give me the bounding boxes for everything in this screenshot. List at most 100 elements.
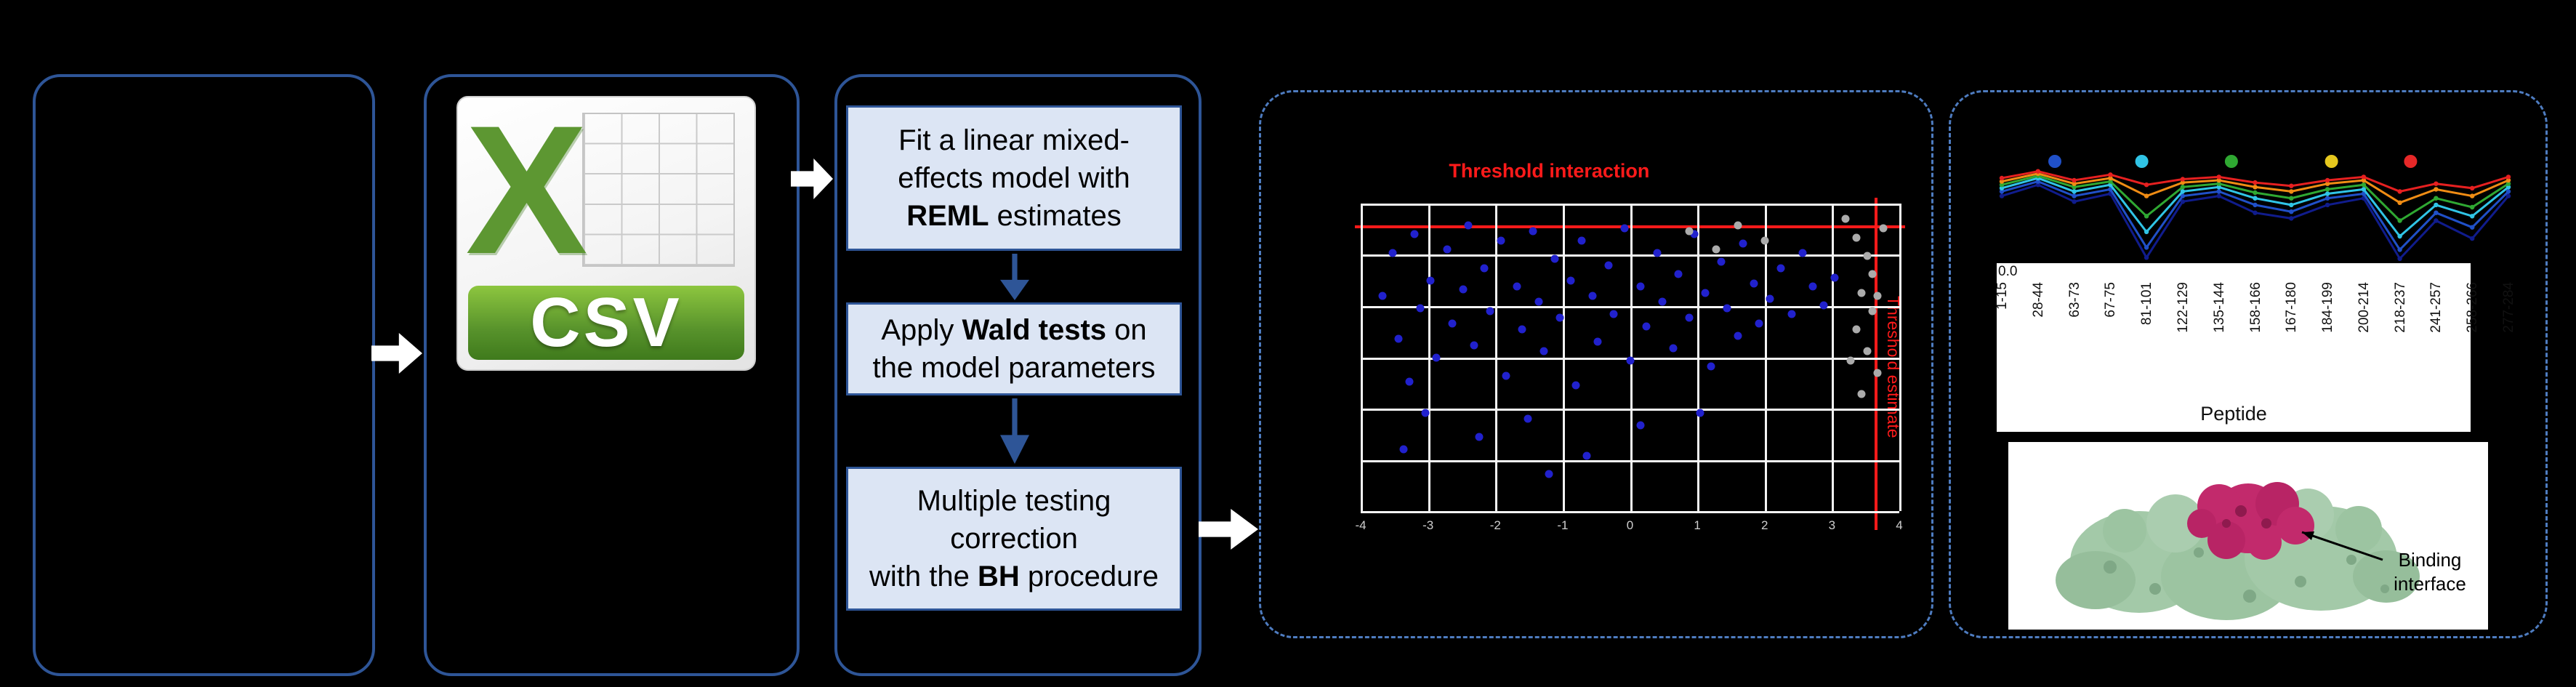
scatter-point-blue xyxy=(1459,285,1468,294)
scatter-x-tick: -3 xyxy=(1422,518,1434,532)
scatter-x-tick: -4 xyxy=(1355,518,1367,532)
scatter-point-blue xyxy=(1464,221,1473,230)
threshold-interaction-label: Threshold interaction xyxy=(1449,160,1650,182)
peptide-tick-label: 122-129 xyxy=(2175,282,2191,333)
scatter-point-blue xyxy=(1739,239,1747,248)
scatter-point-blue xyxy=(1696,409,1704,417)
scatter-point-blue xyxy=(1717,257,1726,266)
scatter-point-blue xyxy=(1448,319,1457,328)
scatter-point-gray xyxy=(1868,307,1877,316)
scatter-point-blue xyxy=(1405,377,1414,386)
scatter-point-blue xyxy=(1674,270,1683,278)
scatter-point-blue xyxy=(1755,319,1763,328)
scatter-point-blue xyxy=(1653,249,1662,257)
scatter-point-blue xyxy=(1571,381,1580,390)
scatter-point-blue xyxy=(1426,276,1435,285)
scatter-point-gray xyxy=(1868,270,1877,278)
scatter-point-gray xyxy=(1734,221,1742,230)
scatter-x-tick: -2 xyxy=(1489,518,1501,532)
scatter-point-gray xyxy=(1852,325,1861,334)
scatter-x-tick: 2 xyxy=(1761,518,1768,532)
scatter-point-blue xyxy=(1545,470,1553,478)
scatter-point-blue xyxy=(1534,297,1543,306)
scatter-point-blue xyxy=(1475,433,1484,441)
scatter-point-blue xyxy=(1808,282,1817,291)
peptide-tick-label: 218-237 xyxy=(2392,282,2408,333)
scatter-point-gray xyxy=(1873,292,1882,300)
legend-dot-icon xyxy=(2135,155,2149,168)
scatter-point-blue xyxy=(1620,224,1629,233)
step-bh-correction: Multiple testing correction with the BH pr… xyxy=(846,467,1182,611)
scatter-point-gray xyxy=(1841,214,1850,223)
scatter-point-blue xyxy=(1529,227,1537,236)
scatter-point-gray xyxy=(1863,347,1872,355)
peptide-tick-label: 67-75 xyxy=(2103,282,2119,318)
scatter-point-blue xyxy=(1518,325,1526,334)
peptide-tick-label: 200-214 xyxy=(2356,282,2372,333)
scatter-point-blue xyxy=(1636,421,1645,430)
scatter-point-gray xyxy=(1852,233,1861,242)
peptide-tick-label: 277-284 xyxy=(2501,282,2516,333)
threshold-scatter-plot: Threshold interaction Threshold estimate… xyxy=(1355,160,1905,532)
scatter-x-tick: 4 xyxy=(1896,518,1903,532)
scatter-point-blue xyxy=(1513,282,1521,291)
scatter-point-gray xyxy=(1857,289,1866,297)
scatter-point-blue xyxy=(1566,276,1575,285)
binding-interface-arrow-icon xyxy=(2301,531,2383,561)
peptide-axis-title: Peptide xyxy=(2200,403,2267,425)
scatter-point-blue xyxy=(1555,313,1564,321)
scatter-point-blue xyxy=(1787,310,1796,318)
scatter-point-blue xyxy=(1486,307,1494,316)
scatter-point-gray xyxy=(1846,356,1855,365)
scatter-point-blue xyxy=(1604,261,1613,270)
scatter-point-blue xyxy=(1421,409,1430,417)
scatter-point-gray xyxy=(1760,236,1769,245)
scatter-point-blue xyxy=(1593,337,1602,346)
scatter-point-blue xyxy=(1399,445,1408,454)
scatter-point-blue xyxy=(1766,294,1774,303)
input-box xyxy=(33,74,375,676)
csv-banner-label: CSV xyxy=(468,284,744,361)
scatter-point-blue xyxy=(1685,313,1694,321)
scatter-point-gray xyxy=(1879,224,1888,233)
arrow-input-to-csv-icon xyxy=(371,333,422,374)
scatter-point-blue xyxy=(1636,282,1645,291)
scatter-point-blue xyxy=(1669,344,1678,353)
scatter-point-blue xyxy=(1690,230,1699,238)
scatter-point-blue xyxy=(1642,322,1651,331)
scatter-point-gray xyxy=(1685,227,1694,236)
scatter-x-tick: 0 xyxy=(1626,518,1634,532)
scatter-point-blue xyxy=(1658,297,1667,306)
scatter-point-blue xyxy=(1524,414,1532,423)
scatter-point-blue xyxy=(1410,230,1419,238)
scatter-point-blue xyxy=(1416,304,1424,313)
legend-dot-icon xyxy=(2224,155,2238,168)
peptide-tick-label: 81-101 xyxy=(2139,282,2155,326)
scatter-point-blue xyxy=(1750,279,1758,288)
scatter-point-blue xyxy=(1480,264,1489,273)
arrow-analysis-to-results-icon xyxy=(1199,509,1258,550)
peptide-tick-label: 184-199 xyxy=(2320,282,2336,333)
scatter-point-blue xyxy=(1388,249,1397,257)
scatter-x-tick: 1 xyxy=(1694,518,1701,532)
threshold-estimate-line xyxy=(1874,198,1877,530)
peptide-tick-label: 63-73 xyxy=(2066,282,2082,318)
legend-dot-icon xyxy=(2404,155,2418,168)
spreadsheet-grid-icon xyxy=(582,112,736,267)
y-axis-tick-zero: 0.0 xyxy=(1998,264,2018,279)
legend-dot-icon xyxy=(2325,155,2338,168)
peptide-tick-label: 158-166 xyxy=(2247,282,2263,333)
uptake-profile-chart xyxy=(1999,155,2511,261)
legend-dot-icon xyxy=(2048,155,2061,168)
scatter-point-blue xyxy=(1588,292,1597,300)
scatter-x-tick: 3 xyxy=(1828,518,1836,532)
peptide-tick-label: 258-266 xyxy=(2465,282,2481,333)
scatter-point-blue xyxy=(1723,304,1731,313)
scatter-point-blue xyxy=(1470,341,1478,350)
scatter-point-blue xyxy=(1701,289,1710,297)
scatter-point-blue xyxy=(1707,362,1715,371)
scatter-point-blue xyxy=(1626,356,1634,365)
peptide-tick-label: 241-257 xyxy=(2428,282,2444,333)
scatter-point-gray xyxy=(1857,390,1866,398)
scatter-point-blue xyxy=(1497,236,1505,245)
